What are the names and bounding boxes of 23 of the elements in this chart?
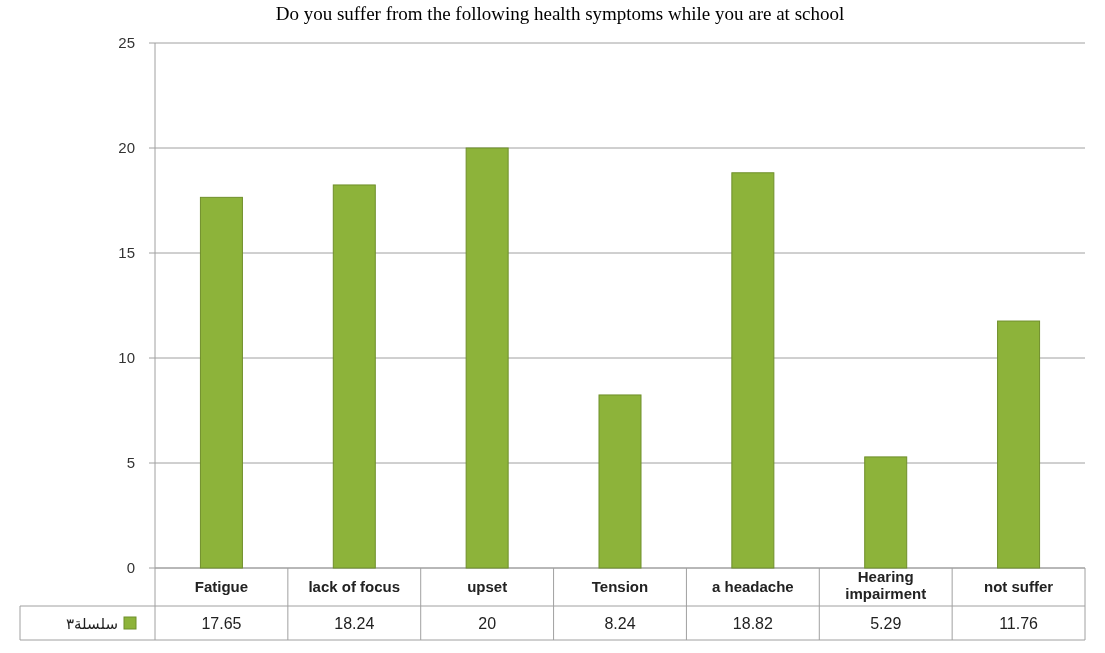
- x-tick-label: lack of focus: [308, 578, 401, 595]
- y-tick-label: 5: [126, 454, 135, 471]
- data-label: 8.24: [604, 615, 636, 632]
- data-label: 5.29: [870, 615, 902, 632]
- y-tick-label: 10: [118, 349, 135, 366]
- data-label: 20: [478, 615, 497, 632]
- x-tick-label: upset: [467, 578, 508, 595]
- legend-label: سلسلة٣: [66, 615, 118, 633]
- y-tick-label: 25: [118, 34, 135, 51]
- data-label: 11.76: [999, 615, 1039, 632]
- y-tick-label: 20: [118, 139, 135, 156]
- y-tick-label: 0: [126, 559, 135, 576]
- x-tick-label: a headache: [712, 578, 794, 595]
- data-label: 18.82: [732, 615, 773, 632]
- data-label: 17.65: [201, 615, 242, 632]
- x-tick-label: Tension: [591, 578, 649, 595]
- x-tick-label: Hearing impairment: [845, 568, 927, 602]
- chart-title: Do you suffer from the following health symptoms while you are at school: [275, 3, 845, 24]
- x-tick-label: not suffer: [983, 578, 1054, 595]
- legend: سلسلة٣: [66, 615, 137, 633]
- data-label: 18.24: [334, 615, 375, 632]
- x-tick-label: Fatigue: [194, 578, 249, 595]
- y-tick-label: 15: [118, 244, 135, 261]
